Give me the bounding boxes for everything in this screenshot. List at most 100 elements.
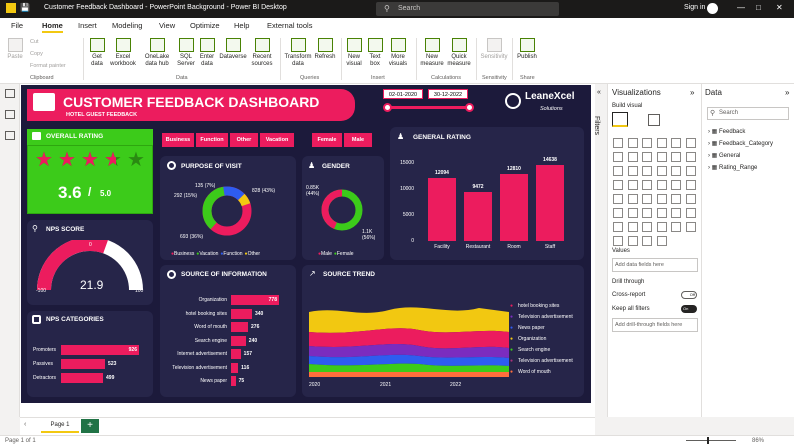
- visual-type-icon[interactable]: [671, 194, 681, 204]
- build-visual-icon[interactable]: [612, 112, 628, 127]
- report-view-icon[interactable]: [5, 89, 15, 98]
- visual-type-icon[interactable]: [627, 166, 638, 176]
- visual-type-icon[interactable]: [613, 152, 623, 162]
- sign-in-link[interactable]: Sign in: [684, 4, 706, 11]
- excel-workbook-button[interactable]: Excel workbook: [108, 38, 138, 68]
- visual-type-icon[interactable]: [627, 138, 638, 148]
- visual-type-icon[interactable]: [642, 222, 652, 232]
- menu-external-tools[interactable]: External tools: [267, 21, 313, 30]
- expand-icon[interactable]: »: [785, 88, 790, 97]
- close-icon[interactable]: ✕: [776, 3, 783, 12]
- filter-vacation-button[interactable]: Vacation: [260, 133, 294, 147]
- visual-type-icon[interactable]: [656, 152, 667, 162]
- date-slider-track[interactable]: [386, 106, 470, 109]
- date-end-input[interactable]: 30-12-2022: [428, 89, 468, 99]
- visual-type-icon[interactable]: [613, 236, 623, 246]
- collapse-icon[interactable]: «: [597, 89, 601, 96]
- visual-type-icon[interactable]: [642, 180, 652, 190]
- prev-page-icon[interactable]: ‹: [24, 421, 27, 428]
- visual-type-icon[interactable]: [656, 194, 667, 204]
- format-visual-icon[interactable]: [648, 114, 660, 126]
- refresh-button[interactable]: Refresh: [313, 38, 337, 61]
- filter-function-button[interactable]: Function: [196, 133, 228, 147]
- copy-button[interactable]: Copy: [30, 51, 43, 57]
- data-search-input[interactable]: ⚲ Search: [707, 107, 789, 120]
- drill-through-well[interactable]: Add drill-through fields here: [612, 318, 698, 332]
- visual-type-icon[interactable]: [685, 152, 696, 162]
- date-start-input[interactable]: 02-01-2020: [383, 89, 423, 99]
- onelake-button[interactable]: OneLake data hub: [142, 38, 172, 68]
- visual-type-icon[interactable]: [685, 166, 696, 176]
- recent-sources-button[interactable]: Recent sources: [248, 38, 276, 68]
- visual-type-icon[interactable]: [656, 222, 667, 232]
- format-painter-button[interactable]: Format painter: [30, 63, 66, 69]
- visual-type-icon[interactable]: [627, 180, 638, 190]
- visual-type-icon[interactable]: [613, 180, 623, 190]
- visual-type-icon[interactable]: [685, 222, 696, 232]
- search-box[interactable]: ⚲ Search: [376, 2, 559, 16]
- sensitivity-button[interactable]: Sensitivity: [479, 38, 509, 61]
- visual-type-icon[interactable]: [671, 138, 681, 148]
- get-data-button[interactable]: Get data: [87, 38, 107, 68]
- quick-measure-button[interactable]: Quick measure: [447, 38, 471, 68]
- maximize-icon[interactable]: □: [756, 3, 761, 12]
- sql-server-button[interactable]: SQL Server: [176, 38, 196, 68]
- cross-report-toggle[interactable]: Off: [681, 291, 697, 299]
- field-feedback[interactable]: › ▦ Feedback: [708, 128, 745, 135]
- visual-type-icon[interactable]: [671, 222, 681, 232]
- menu-modeling[interactable]: Modeling: [112, 21, 143, 30]
- cut-button[interactable]: Cut: [30, 39, 39, 45]
- visual-type-icon[interactable]: [671, 208, 681, 218]
- visual-type-icon[interactable]: [642, 152, 652, 162]
- date-slider-end-handle[interactable]: [465, 103, 474, 112]
- visual-type-icon[interactable]: [685, 180, 696, 190]
- visual-type-icon[interactable]: [656, 208, 667, 218]
- visual-type-icon[interactable]: [613, 138, 623, 148]
- visual-type-icon[interactable]: [685, 138, 696, 148]
- add-page-button[interactable]: +: [81, 419, 99, 433]
- filter-other-button[interactable]: Other: [230, 133, 258, 147]
- minimize-icon[interactable]: —: [737, 3, 745, 12]
- visual-type-icon[interactable]: [627, 236, 638, 246]
- visual-type-icon[interactable]: [627, 152, 638, 162]
- enter-data-button[interactable]: Enter data: [198, 38, 216, 68]
- visual-type-icon[interactable]: [656, 236, 667, 246]
- visual-type-icon[interactable]: [642, 236, 652, 246]
- visual-type-icon[interactable]: [656, 180, 667, 190]
- publish-button[interactable]: Publish: [515, 38, 539, 61]
- filter-female-button[interactable]: Female: [312, 133, 342, 147]
- visual-type-icon[interactable]: [656, 138, 667, 148]
- filter-male-button[interactable]: Male: [344, 133, 372, 147]
- new-measure-button[interactable]: New measure: [418, 38, 446, 68]
- visual-type-icon[interactable]: [613, 222, 623, 232]
- field-rating-range[interactable]: › ▦ Rating_Range: [708, 164, 757, 171]
- save-icon[interactable]: 💾: [20, 3, 30, 12]
- model-view-icon[interactable]: [5, 131, 15, 140]
- visual-type-icon[interactable]: [642, 208, 652, 218]
- paste-button[interactable]: Paste: [5, 38, 25, 61]
- menu-file[interactable]: File: [11, 21, 24, 30]
- visual-type-icon[interactable]: [627, 222, 638, 232]
- visual-type-icon[interactable]: [656, 166, 667, 176]
- visual-type-icon[interactable]: [685, 208, 696, 218]
- menu-optimize[interactable]: Optimize: [190, 21, 220, 30]
- filters-pane-collapsed[interactable]: [595, 84, 607, 417]
- zoom-slider-handle[interactable]: [707, 437, 709, 444]
- filters-label[interactable]: Filters: [593, 116, 600, 136]
- menu-view[interactable]: View: [159, 21, 176, 30]
- visual-type-icon[interactable]: [613, 208, 623, 218]
- more-visuals-button[interactable]: More visuals: [385, 38, 411, 68]
- dataverse-button[interactable]: Dataverse: [218, 38, 248, 61]
- visual-type-icon[interactable]: [613, 166, 623, 176]
- filter-business-button[interactable]: Business: [162, 133, 194, 147]
- visual-type-icon[interactable]: [671, 152, 681, 162]
- new-visual-button[interactable]: New visual: [344, 38, 364, 68]
- field-feedback-category[interactable]: › ▦ Feedback_Category: [708, 140, 773, 147]
- menu-insert[interactable]: Insert: [78, 21, 97, 30]
- transform-data-button[interactable]: Transform data: [284, 38, 312, 68]
- visual-type-icon[interactable]: [642, 166, 652, 176]
- field-general[interactable]: › ▦ General: [708, 152, 740, 159]
- avatar-icon[interactable]: [707, 3, 718, 14]
- visual-type-icon[interactable]: [642, 138, 652, 148]
- menu-help[interactable]: Help: [234, 21, 250, 30]
